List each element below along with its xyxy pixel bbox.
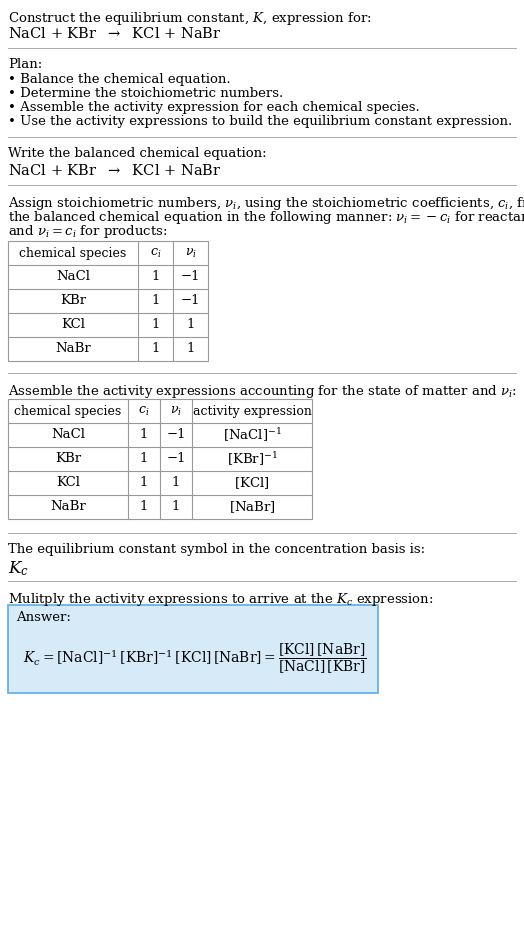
Text: NaCl: NaCl: [51, 428, 85, 441]
Text: $K_c = [\mathrm{NaCl}]^{-1}\,[\mathrm{KBr}]^{-1}\,[\mathrm{KCl}]\,[\mathrm{NaBr}: $K_c = [\mathrm{NaCl}]^{-1}\,[\mathrm{KB…: [23, 642, 367, 676]
Text: 1: 1: [187, 342, 195, 356]
Text: $[\mathrm{NaBr}]$: $[\mathrm{NaBr}]$: [228, 499, 276, 515]
Text: KBr: KBr: [60, 294, 86, 307]
Text: 1: 1: [140, 453, 148, 466]
Text: $K_c$: $K_c$: [8, 559, 29, 578]
Text: 1: 1: [172, 476, 180, 489]
Text: Assign stoichiometric numbers, $\nu_i$, using the stoichiometric coefficients, $: Assign stoichiometric numbers, $\nu_i$, …: [8, 195, 524, 212]
Text: 1: 1: [151, 271, 160, 284]
Text: 1: 1: [140, 428, 148, 441]
Text: −1: −1: [181, 271, 200, 284]
Text: • Balance the chemical equation.: • Balance the chemical equation.: [8, 73, 231, 86]
Text: 1: 1: [187, 319, 195, 332]
Text: Assemble the activity expressions accounting for the state of matter and $\nu_i$: Assemble the activity expressions accoun…: [8, 383, 517, 400]
Text: $\nu_i$: $\nu_i$: [170, 405, 182, 418]
Text: 1: 1: [140, 501, 148, 514]
Text: Answer:: Answer:: [16, 611, 71, 624]
Text: $[\mathrm{KBr}]^{-1}$: $[\mathrm{KBr}]^{-1}$: [226, 450, 277, 468]
Text: NaBr: NaBr: [50, 501, 86, 514]
Text: $[\mathrm{KCl}]$: $[\mathrm{KCl}]$: [234, 475, 270, 491]
Text: Construct the equilibrium constant, $K$, expression for:: Construct the equilibrium constant, $K$,…: [8, 10, 372, 27]
Text: chemical species: chemical species: [19, 246, 127, 259]
Text: KCl: KCl: [61, 319, 85, 332]
Bar: [8, 605, 378, 693]
Text: activity expression: activity expression: [192, 405, 311, 418]
Text: NaCl + KBr  $\rightarrow$  KCl + NaBr: NaCl + KBr $\rightarrow$ KCl + NaBr: [8, 163, 222, 178]
Text: $c_i$: $c_i$: [138, 405, 150, 418]
Text: Mulitply the activity expressions to arrive at the $K_c$ expression:: Mulitply the activity expressions to arr…: [8, 591, 433, 608]
Text: −1: −1: [166, 428, 185, 441]
Text: • Assemble the activity expression for each chemical species.: • Assemble the activity expression for e…: [8, 101, 420, 114]
Text: 1: 1: [172, 501, 180, 514]
Bar: [8, 399, 312, 519]
Text: Plan:: Plan:: [8, 58, 42, 71]
Bar: [8, 241, 208, 361]
Text: 1: 1: [140, 476, 148, 489]
Text: KCl: KCl: [56, 476, 80, 489]
Text: The equilibrium constant symbol in the concentration basis is:: The equilibrium constant symbol in the c…: [8, 543, 425, 556]
Text: $\nu_i$: $\nu_i$: [184, 246, 196, 259]
Text: 1: 1: [151, 319, 160, 332]
Text: $c_i$: $c_i$: [150, 246, 161, 259]
Text: chemical species: chemical species: [14, 405, 122, 418]
Text: Write the balanced chemical equation:: Write the balanced chemical equation:: [8, 147, 267, 160]
Text: 1: 1: [151, 294, 160, 307]
Text: NaCl + KBr  $\rightarrow$  KCl + NaBr: NaCl + KBr $\rightarrow$ KCl + NaBr: [8, 26, 222, 41]
Text: • Use the activity expressions to build the equilibrium constant expression.: • Use the activity expressions to build …: [8, 115, 512, 128]
Text: the balanced chemical equation in the following manner: $\nu_i = -c_i$ for react: the balanced chemical equation in the fo…: [8, 209, 524, 226]
Text: and $\nu_i = c_i$ for products:: and $\nu_i = c_i$ for products:: [8, 223, 168, 240]
Text: $[\mathrm{NaCl}]^{-1}$: $[\mathrm{NaCl}]^{-1}$: [223, 426, 281, 444]
Text: −1: −1: [181, 294, 200, 307]
Text: KBr: KBr: [55, 453, 81, 466]
Text: NaCl: NaCl: [56, 271, 90, 284]
Text: • Determine the stoichiometric numbers.: • Determine the stoichiometric numbers.: [8, 87, 283, 100]
Text: NaBr: NaBr: [55, 342, 91, 356]
Text: 1: 1: [151, 342, 160, 356]
Text: −1: −1: [166, 453, 185, 466]
